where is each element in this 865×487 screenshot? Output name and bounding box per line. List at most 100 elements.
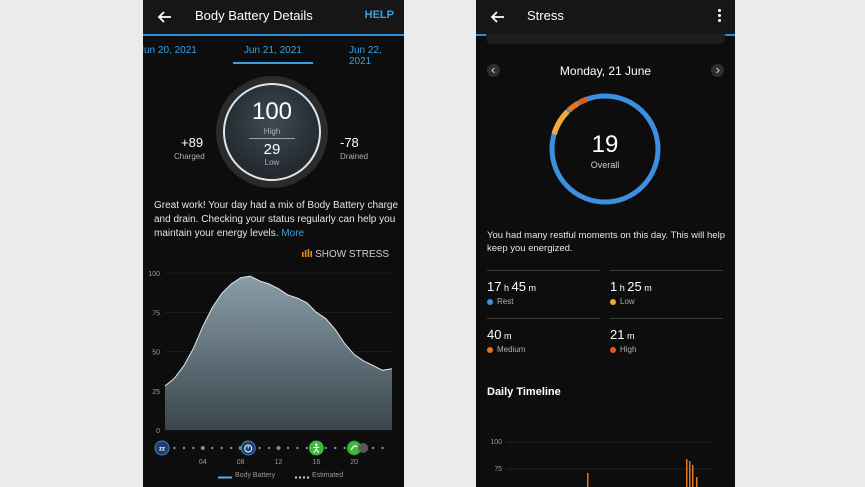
medium-dot bbox=[487, 347, 493, 353]
stopwatch-icon[interactable] bbox=[240, 440, 256, 456]
timeline-dot bbox=[258, 446, 261, 450]
back-arrow-icon[interactable] bbox=[490, 9, 506, 25]
stress-bar bbox=[587, 473, 589, 487]
high-value: 100 bbox=[251, 98, 293, 125]
stress-ring-segment bbox=[566, 101, 580, 113]
low-value: 29 bbox=[263, 141, 281, 158]
timeline-dot bbox=[296, 446, 299, 450]
timeline-dot bbox=[200, 446, 205, 450]
charged-label: Charged bbox=[174, 152, 205, 161]
svg-text:zz: zz bbox=[159, 447, 165, 453]
walking-icon[interactable] bbox=[308, 440, 324, 456]
drained-value: -78 bbox=[340, 135, 359, 150]
rest-duration: 17 h 45 m bbox=[487, 279, 536, 294]
high-label: High bbox=[263, 127, 281, 136]
summary-text: Great work! Your day had a mix of Body B… bbox=[154, 200, 399, 239]
stat-divider bbox=[610, 270, 723, 271]
timeline-dot bbox=[230, 446, 233, 450]
help-button[interactable]: HELP bbox=[364, 9, 394, 21]
y-tick-label: 25 bbox=[152, 389, 160, 396]
show-stress-label: SHOW STRESS bbox=[315, 249, 389, 260]
legend-body-battery: Body Battery bbox=[235, 472, 276, 479]
low-duration: 1 h 25 m bbox=[610, 279, 652, 294]
timeline-dot bbox=[220, 446, 223, 450]
stress-bar bbox=[692, 465, 694, 487]
timeline-dot bbox=[173, 446, 176, 450]
selected-date: Monday, 21 June bbox=[559, 64, 652, 78]
back-arrow-icon[interactable] bbox=[157, 9, 173, 25]
x-tick-label: 16 bbox=[312, 459, 320, 466]
medium-duration: 40 m bbox=[487, 327, 512, 342]
high-duration: 21 m bbox=[610, 327, 635, 342]
summary-message: Great work! Your day had a mix of Body B… bbox=[154, 199, 399, 241]
prev-day-button[interactable] bbox=[487, 64, 500, 77]
activity-overlap-icon bbox=[358, 443, 369, 453]
timeline-dot bbox=[276, 446, 281, 450]
timeline-dot bbox=[192, 446, 195, 450]
low-dot bbox=[610, 299, 616, 305]
x-tick-label: 20 bbox=[350, 459, 358, 466]
x-tick-label: 04 bbox=[199, 459, 207, 466]
timeline-dot bbox=[267, 446, 271, 450]
x-tick-label: 12 bbox=[275, 459, 283, 466]
app-header: Body Battery Details HELP bbox=[143, 0, 404, 34]
battery-gauge bbox=[223, 83, 321, 181]
timeline-tick-label: 75 bbox=[494, 466, 502, 473]
timeline-tick-label: 100 bbox=[490, 439, 502, 446]
stat-divider bbox=[487, 270, 600, 271]
page-title: Stress bbox=[527, 8, 564, 23]
stress-ring bbox=[549, 93, 661, 205]
date-tab-prev[interactable]: Jun 20, 2021 bbox=[143, 45, 197, 56]
header-divider bbox=[143, 34, 404, 36]
stress-ring-segment bbox=[551, 109, 570, 136]
y-tick-label: 75 bbox=[152, 310, 160, 317]
drained-label: Drained bbox=[340, 152, 369, 161]
more-link[interactable]: More bbox=[281, 228, 305, 239]
timeline-dot bbox=[182, 446, 186, 450]
timeline-dot bbox=[305, 446, 309, 450]
more-options-icon[interactable] bbox=[718, 9, 722, 23]
stat-divider bbox=[487, 318, 600, 319]
y-tick-label: 0 bbox=[156, 428, 160, 435]
high-label: High bbox=[610, 345, 636, 354]
charged-value: +89 bbox=[181, 135, 204, 150]
stress-bar bbox=[689, 461, 691, 487]
low-label: Low bbox=[264, 158, 280, 167]
sleep-icon[interactable]: zz bbox=[154, 440, 170, 456]
collapsed-panel bbox=[486, 34, 725, 44]
body-battery-screen: Body Battery Details HELP Jun 20, 2021 J… bbox=[143, 0, 404, 487]
date-tab-next[interactable]: Jun 22, 2021 bbox=[349, 45, 382, 67]
timeline-dot bbox=[211, 446, 214, 450]
y-tick-label: 100 bbox=[148, 271, 160, 278]
timeline-dot bbox=[381, 446, 384, 450]
estimated-legend-swatch bbox=[295, 476, 309, 479]
timeline-dot bbox=[334, 446, 337, 450]
date-tab-indicator bbox=[233, 62, 313, 64]
show-stress-button[interactable]: SHOW STRESS bbox=[302, 249, 389, 260]
page-title: Body Battery Details bbox=[195, 8, 313, 23]
next-day-button[interactable] bbox=[711, 64, 724, 77]
overall-label: Overall bbox=[590, 160, 620, 170]
x-tick-label: 08 bbox=[237, 459, 245, 466]
stress-bars-icon bbox=[302, 249, 313, 257]
app-header: Stress bbox=[476, 0, 735, 34]
chevron-right-icon bbox=[716, 67, 720, 74]
activity-icon[interactable] bbox=[346, 440, 369, 456]
timeline-dot bbox=[371, 446, 375, 450]
date-tab-current[interactable]: Jun 21, 2021 bbox=[244, 45, 302, 56]
stress-message: You had many restful moments on this day… bbox=[487, 230, 725, 254]
high-dot bbox=[610, 347, 616, 353]
stress-bar bbox=[696, 477, 698, 487]
low-label: Low bbox=[610, 297, 635, 306]
body-battery-line bbox=[164, 275, 393, 387]
stress-ring-segment bbox=[578, 96, 589, 105]
rest-dot bbox=[487, 299, 493, 305]
body-battery-chart: 100 75 50 25 0 zz 04 08 12 16 20 bbox=[148, 271, 393, 466]
rest-ring-segment bbox=[549, 93, 661, 205]
rest-label: Rest bbox=[487, 297, 513, 306]
daily-timeline-heading: Daily Timeline bbox=[487, 386, 561, 398]
stress-screen: Stress Monday, 21 June 19 Overall You ha… bbox=[476, 0, 735, 487]
chevron-left-icon bbox=[491, 67, 495, 74]
body-battery-legend-swatch bbox=[218, 476, 232, 479]
body-battery-area bbox=[165, 276, 392, 430]
